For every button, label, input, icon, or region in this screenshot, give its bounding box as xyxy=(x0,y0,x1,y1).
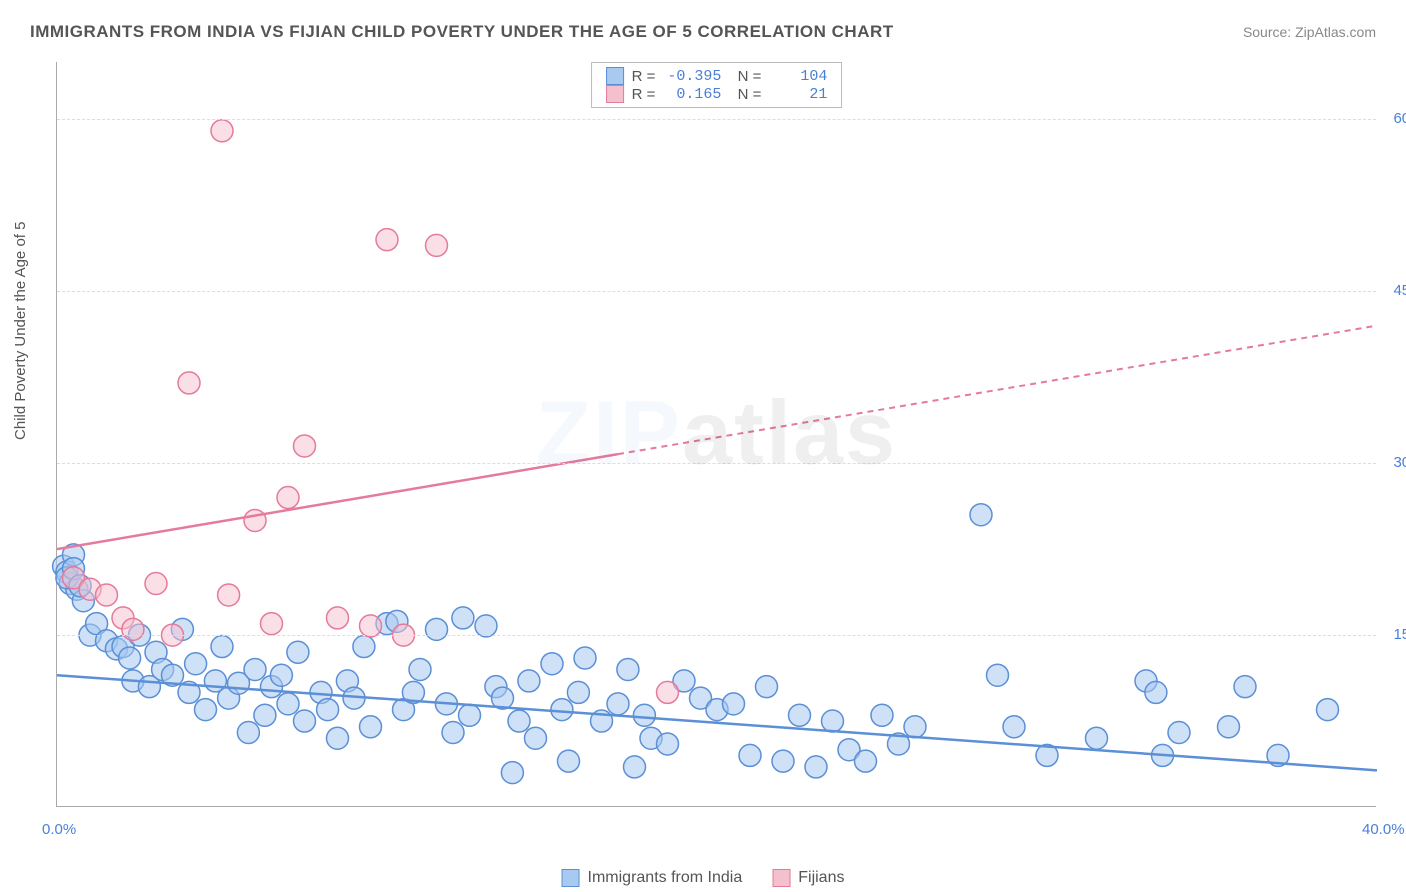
legend-stats-row: R = -0.395 N = 104 xyxy=(606,67,828,85)
scatter-plot-svg xyxy=(57,62,1376,806)
legend-series-label: Fijians xyxy=(798,869,844,887)
legend-swatch-icon xyxy=(606,67,624,85)
legend-swatch-icon xyxy=(562,869,580,887)
legend-n-value: 21 xyxy=(769,86,827,103)
legend-n-value: 104 xyxy=(769,68,827,85)
legend-r-label: R = xyxy=(632,86,656,103)
legend-series-item: Immigrants from India xyxy=(562,869,743,887)
legend-swatch-icon xyxy=(772,869,790,887)
y-tick-label: 45.0% xyxy=(1381,282,1406,299)
legend-n-label: N = xyxy=(729,86,761,103)
y-tick-label: 60.0% xyxy=(1381,110,1406,127)
legend-r-value: -0.395 xyxy=(663,68,721,85)
legend-series-item: Fijians xyxy=(772,869,844,887)
legend-r-label: R = xyxy=(632,68,656,85)
legend-series-label: Immigrants from India xyxy=(588,869,743,887)
legend-n-label: N = xyxy=(729,68,761,85)
source-label: Source: ZipAtlas.com xyxy=(1243,24,1376,40)
chart-title: IMMIGRANTS FROM INDIA VS FIJIAN CHILD PO… xyxy=(30,22,894,42)
x-tick-label: 0.0% xyxy=(42,821,76,838)
legend-stats-box: R = -0.395 N = 104 R = 0.165 N = 21 xyxy=(591,62,843,108)
x-tick-label: 40.0% xyxy=(1362,821,1405,838)
legend-series-box: Immigrants from India Fijians xyxy=(562,869,845,887)
legend-stats-row: R = 0.165 N = 21 xyxy=(606,85,828,103)
y-tick-label: 30.0% xyxy=(1381,454,1406,471)
legend-r-value: 0.165 xyxy=(663,86,721,103)
y-axis-label: Child Poverty Under the Age of 5 xyxy=(12,222,29,440)
legend-swatch-icon xyxy=(606,85,624,103)
chart-plot-area: R = -0.395 N = 104 R = 0.165 N = 21 ZIPa… xyxy=(56,62,1376,807)
y-tick-label: 15.0% xyxy=(1381,626,1406,643)
